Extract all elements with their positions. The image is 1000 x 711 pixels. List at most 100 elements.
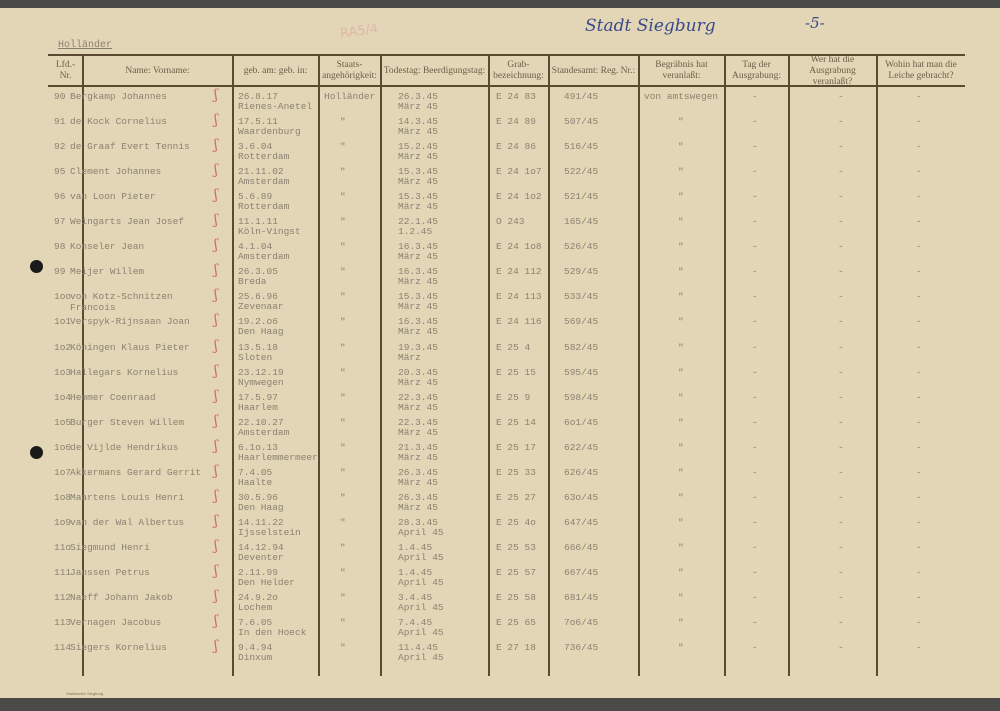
cell-burial-arranged-by: " [678,466,684,478]
cell-name: von Kotz-Schnitzen Francois [70,291,173,314]
red-check-mark-icon: ʃ [214,537,218,554]
red-check-mark-icon: ʃ [214,412,218,429]
cell-burial-date: März 45 [398,251,438,263]
column-header: Tag der Ausgrabung: [731,60,782,81]
red-check-mark-icon: ʃ [214,162,218,179]
cell-born-place: Amsterdam [238,426,290,438]
cell-row-number: 1o3 [54,366,72,378]
cell-burial-arranged-by: " [678,491,684,503]
red-check-mark-icon: ʃ [214,262,218,279]
cell-grave-number: O 243 [496,216,525,228]
cell-body-moved-to: - [916,441,922,453]
cell-burial-date: April 45 [398,526,444,538]
cell-body-moved-to: - [916,592,922,603]
cell-born-date: 21.11.02 [238,166,284,178]
column-divider [876,54,878,676]
cell-registry-number: 165/45 [564,216,599,228]
cell-registry-number: 736/45 [564,642,599,654]
cell-body-moved-to: - [916,291,922,303]
cell-death-date: 26.3.45 [398,466,438,478]
cell-grave-number: E 24 83 [496,91,536,102]
cell-row-number: 1o1 [54,316,72,328]
cell-exhumation-date: - [752,366,758,378]
cell-grave-number: E 24 116 [496,316,542,328]
column-header: geb. am: geb. in: [243,65,308,76]
red-check-mark-icon: ʃ [214,638,218,655]
cell-burial-date: April 45 [398,551,444,563]
cell-nationality: " [340,116,346,128]
cell-row-number: 111 [54,566,72,578]
cell-row-number: 1o6 [54,441,72,453]
cell-name: Bergkamp Johannes [70,91,167,102]
cell-born-place: Haalte [238,476,273,488]
cell-death-date: 1.4.45 [398,541,433,553]
cell-grave-number: E 24 1o8 [496,241,542,253]
cell-name: de Graaf Evert Tennis [70,141,190,153]
red-check-mark-icon: ʃ [214,337,218,354]
cell-exhumation-by: - [838,366,844,378]
cell-body-moved-to: - [916,91,922,102]
column-header: Standesamt: Reg. Nr.: [551,65,636,76]
cell-born-date: 26.3.05 [238,266,278,278]
cell-name: Maartens Louis Henri [70,491,185,503]
cell-body-moved-to: - [916,541,922,553]
cell-exhumation-by: - [838,116,844,128]
cell-name: van der Wal Albertus [70,516,185,528]
column-divider [82,54,84,676]
cell-grave-number: E 25 9 [496,391,531,403]
cell-grave-number: E 24 1o7 [496,166,542,178]
cell-burial-arranged-by: " [678,617,684,629]
cell-exhumation-date: - [752,566,758,578]
cell-burial-date: April 45 [398,602,444,613]
cell-grave-number: E 25 33 [496,466,536,478]
cell-row-number: 112 [54,592,72,603]
cell-burial-arranged-by: " [678,341,684,353]
column-divider [318,54,320,676]
cell-registry-number: 569/45 [564,316,599,328]
cell-born-place: Amsterdam [238,176,290,188]
cell-born-place: Den Helder [238,576,296,588]
cell-nationality: " [340,516,346,528]
cell-name: Burger Steven Willem [70,416,185,428]
cell-name: Hallegars Kornelius [70,366,179,378]
cell-exhumation-by: - [838,141,844,153]
cell-row-number: 99 [54,266,66,278]
handwritten-title: Stadt Siegburg [585,16,716,36]
cell-death-date: 16.3.45 [398,266,438,278]
cell-nationality: " [340,617,346,629]
cell-body-moved-to: - [916,491,922,503]
cell-row-number: 11o [54,541,72,553]
cell-burial-date: März 45 [398,101,438,112]
cell-exhumation-date: - [752,416,758,428]
column-divider [488,54,490,676]
cell-death-date: 28.3.45 [398,516,438,528]
cell-grave-number: E 24 113 [496,291,542,303]
cell-body-moved-to: - [916,642,922,654]
cell-born-place: Rotterdam [238,151,290,163]
cell-burial-arranged-by: " [678,391,684,403]
red-check-mark-icon: ʃ [214,487,218,504]
cell-exhumation-by: - [838,316,844,328]
cell-born-date: 25.6.96 [238,291,278,303]
cell-exhumation-by: - [838,266,844,278]
cell-row-number: 113 [54,617,72,629]
cell-nationality: " [340,241,346,253]
cell-row-number: 1o2 [54,341,72,353]
cell-burial-arranged-by: " [678,516,684,528]
cell-born-place: Köln-Vingst [238,226,301,238]
cell-born-place: In den Hoeck [238,627,307,639]
cell-row-number: 90 [54,91,66,102]
cell-death-date: 26.3.45 [398,91,438,102]
cell-exhumation-by: - [838,592,844,603]
red-check-mark-icon: ʃ [214,362,218,379]
cell-exhumation-date: - [752,316,758,328]
cell-exhumation-date: - [752,617,758,629]
cell-burial-date: März 45 [398,376,438,388]
table-top-border [48,54,965,56]
cell-exhumation-by: - [838,91,844,102]
cell-registry-number: 647/45 [564,516,599,528]
cell-registry-number: 522/45 [564,166,599,178]
cell-grave-number: E 25 15 [496,366,536,378]
cell-death-date: 22.3.45 [398,416,438,428]
cell-exhumation-date: - [752,291,758,303]
